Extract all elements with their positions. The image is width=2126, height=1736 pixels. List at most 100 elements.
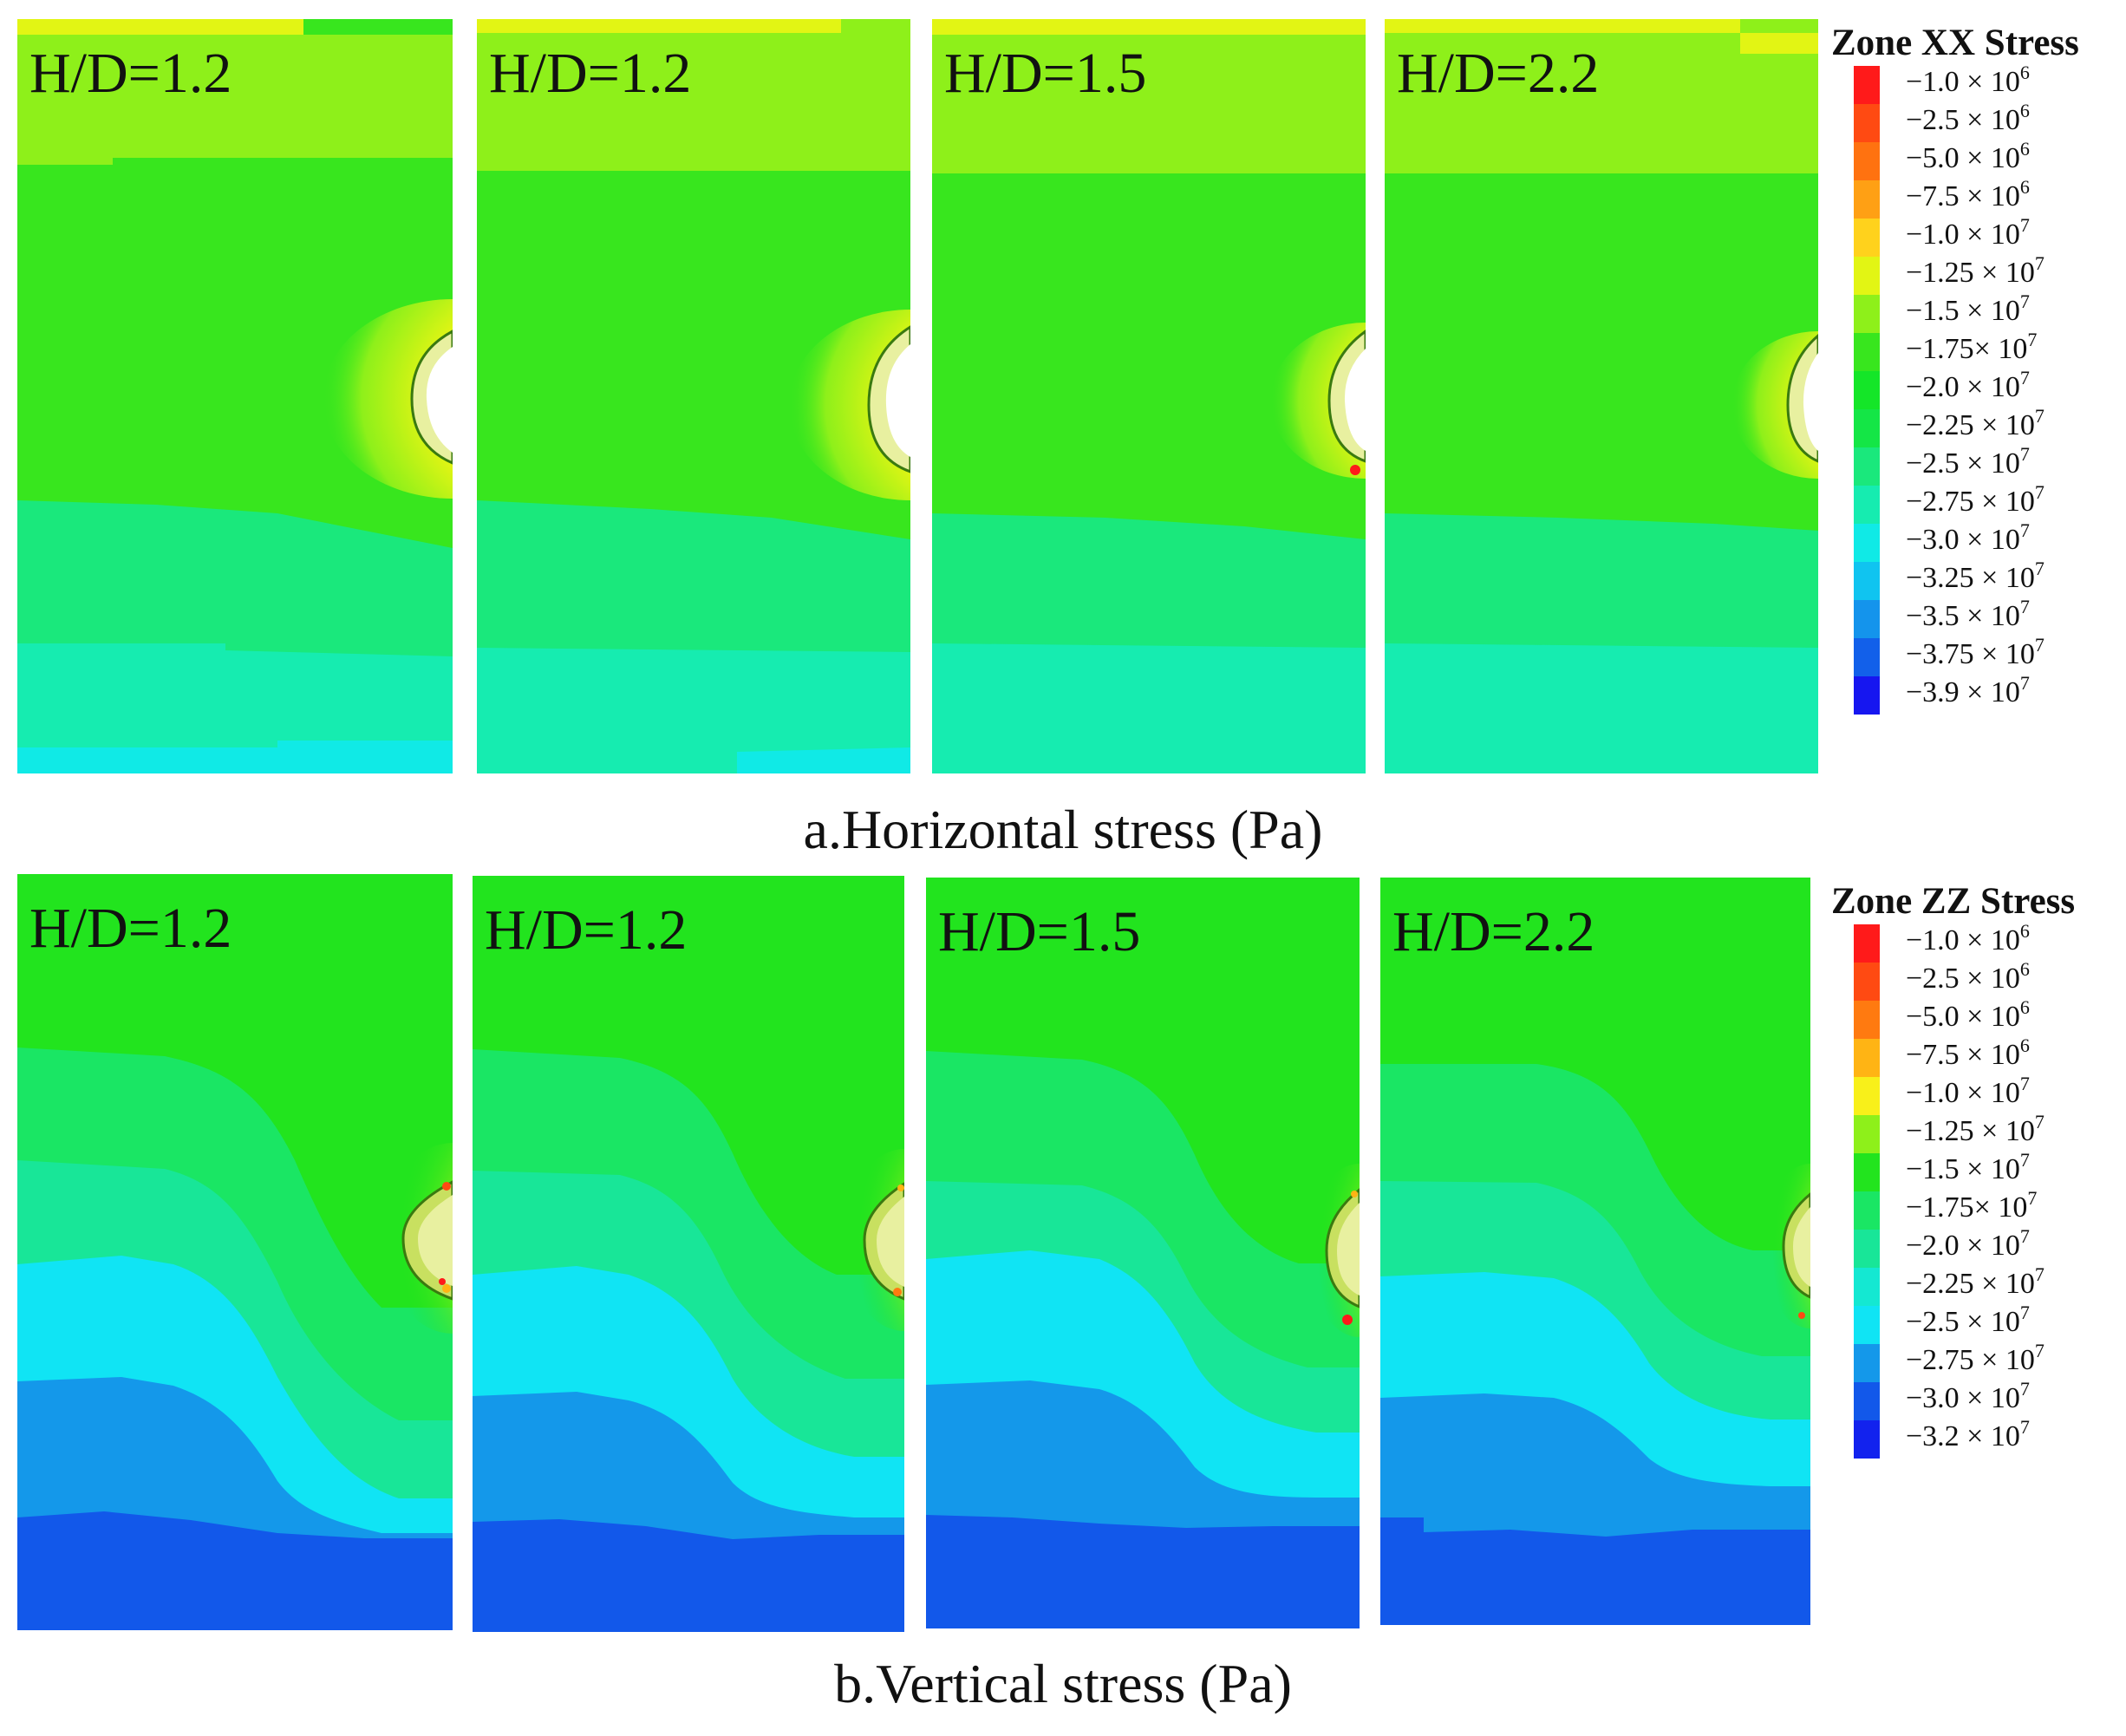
xx-legend-swatch — [1854, 180, 1880, 219]
xx-legend-label: −1.5 × 107 — [1906, 292, 2030, 327]
zz-legend-exponent: 7 — [2019, 1302, 2030, 1323]
xx-legend-label: −1.25 × 107 — [1906, 254, 2044, 289]
xx-stress-legend: Zone XX Stress −1.0 × 106 −2.5 × 106 −5.0 … — [1831, 24, 2126, 718]
xx-legend-label: −3.5 × 107 — [1906, 597, 2030, 632]
zz-legend-swatch — [1854, 1230, 1880, 1268]
zz-panel-3-label: H/D=1.5 — [938, 900, 1141, 963]
zz-legend-swatch — [1854, 924, 1880, 963]
xx-legend-swatch — [1854, 295, 1880, 333]
xx-stress-panel-3: H/D=1.5 — [932, 19, 1366, 773]
xx-legend-label: −5.0 × 106 — [1906, 140, 2030, 174]
xx-legend-exponent: 7 — [2034, 252, 2044, 274]
xx-legend-exponent: 6 — [2019, 100, 2030, 121]
xx-legend-label: −3.75 × 107 — [1906, 636, 2044, 669]
zz-legend-mantissa: −2.5 × 10 — [1906, 1306, 2020, 1338]
zz-legend-mantissa: −1.75× 10 — [1906, 1191, 2028, 1224]
zz-legend-exponent: 7 — [2019, 1378, 2030, 1400]
xx-legend-exponent: 6 — [2019, 176, 2030, 198]
xx-legend-mantissa: −7.5 × 10 — [1906, 180, 2020, 212]
zz-legend-label: −2.0 × 107 — [1906, 1227, 2030, 1261]
xx-legend-mantissa: −3.5 × 10 — [1906, 600, 2020, 632]
xx-legend-swatch — [1854, 409, 1880, 447]
xx-legend-mantissa: −2.0 × 10 — [1906, 371, 2020, 403]
xx-legend-swatch — [1854, 562, 1880, 600]
xx-legend-mantissa: −5.0 × 10 — [1906, 142, 2020, 174]
zz-legend-label: −5.0 × 106 — [1906, 998, 2030, 1033]
zz-stress-panel-1: H/D=1.2 — [17, 874, 453, 1630]
xx-legend-exponent: 7 — [2034, 558, 2044, 579]
zz-legend-swatch — [1854, 963, 1880, 1001]
xx-legend-mantissa: −2.75 × 10 — [1906, 486, 2035, 518]
xx-legend-mantissa: −1.0 × 10 — [1906, 66, 2020, 98]
zz-legend-label: −1.0 × 106 — [1906, 922, 2030, 956]
xx-legend-swatch — [1854, 333, 1880, 371]
xx-legend-label: −1.0 × 107 — [1906, 216, 2030, 251]
zz-panel-2-label: H/D=1.2 — [485, 898, 688, 962]
xx-legend-label: −3.0 × 107 — [1906, 521, 2030, 555]
xx-legend-exponent: 7 — [2034, 481, 2044, 503]
xx-legend-mantissa: −1.0 × 10 — [1906, 219, 2020, 251]
xx-stress-panel-4: H/D=2.2 — [1385, 19, 1818, 773]
xx-stress-panel-2: H/D=1.2 — [477, 19, 910, 773]
zz-legend-swatch — [1854, 1115, 1880, 1153]
xx-legend-label: −2.0 × 107 — [1906, 369, 2030, 403]
zz-stress-panel-2: H/D=1.2 — [473, 876, 904, 1632]
zz-legend-mantissa: −1.5 × 10 — [1906, 1153, 2020, 1185]
zz-stress-legend: Zone ZZ Stress −1.0 × 106 −2.5 × 106 −5.0 … — [1831, 883, 2126, 1472]
zz-legend-label: −2.25 × 107 — [1906, 1265, 2044, 1300]
zz-stress-contour-4 — [1380, 878, 1810, 1625]
xx-legend-label: −1.75× 107 — [1906, 330, 2037, 365]
xx-legend-label: −2.5 × 106 — [1906, 101, 2030, 135]
zz-legend-mantissa: −3.2 × 10 — [1906, 1420, 2020, 1452]
xx-legend-label: −2.25 × 107 — [1906, 407, 2044, 441]
zz-legend-mantissa: −2.5 × 10 — [1906, 963, 2020, 995]
zz-legend-exponent: 6 — [2019, 1034, 2030, 1056]
zz-legend-swatch — [1854, 1420, 1880, 1459]
zz-legend-exponent: 7 — [2019, 1416, 2030, 1438]
xx-legend-exponent: 7 — [2034, 634, 2044, 656]
xx-legend-swatch — [1854, 371, 1880, 409]
zz-legend-swatch — [1854, 1344, 1880, 1382]
xx-stress-panel-1: H/D=1.2 — [17, 19, 453, 773]
zz-legend-mantissa: −1.0 × 10 — [1906, 924, 2020, 956]
zz-legend-mantissa: −1.0 × 10 — [1906, 1077, 2020, 1109]
xx-legend-label: −2.5 × 107 — [1906, 445, 2030, 480]
zz-legend-mantissa: −5.0 × 10 — [1906, 1001, 2020, 1033]
xx-legend-mantissa: −3.9 × 10 — [1906, 676, 2020, 708]
xx-stress-contour-4 — [1385, 19, 1818, 773]
xx-legend-swatch — [1854, 219, 1880, 257]
zz-legend-label: −3.2 × 107 — [1906, 1418, 2030, 1452]
zz-legend-label: −1.0 × 107 — [1906, 1074, 2030, 1109]
xx-stress-contour-3 — [932, 19, 1366, 773]
xx-stress-contour-1 — [17, 19, 453, 773]
zz-legend-exponent: 7 — [2027, 1187, 2038, 1209]
xx-legend-exponent: 7 — [2019, 519, 2030, 541]
zz-legend-mantissa: −7.5 × 10 — [1906, 1039, 2020, 1071]
zz-legend-mantissa: −2.25 × 10 — [1906, 1268, 2035, 1300]
zz-legend-swatch — [1854, 1001, 1880, 1039]
xx-legend-exponent: 6 — [2019, 138, 2030, 160]
xx-legend-swatch — [1854, 524, 1880, 562]
xx-legend-swatch — [1854, 676, 1880, 715]
xx-stress-contour-2 — [477, 19, 910, 773]
zz-legend-exponent: 7 — [2034, 1111, 2044, 1132]
zz-panel-1-label: H/D=1.2 — [29, 897, 232, 960]
xx-legend-mantissa: −1.75× 10 — [1906, 333, 2028, 365]
xx-legend-exponent: 7 — [2019, 443, 2030, 465]
xx-legend-mantissa: −1.5 × 10 — [1906, 295, 2020, 327]
zz-stress-contour-1 — [17, 874, 453, 1630]
zz-legend-swatch — [1854, 1153, 1880, 1191]
zz-legend-swatch — [1854, 1268, 1880, 1306]
xx-legend-mantissa: −3.25 × 10 — [1906, 562, 2035, 594]
xx-legend-exponent: 6 — [2019, 62, 2030, 83]
zz-legend-exponent: 7 — [2034, 1263, 2044, 1285]
xx-legend-mantissa: −1.25 × 10 — [1906, 257, 2035, 289]
xx-legend-exponent: 7 — [2019, 672, 2030, 694]
xx-legend-exponent: 7 — [2019, 367, 2030, 388]
zz-legend-label: −2.5 × 107 — [1906, 1303, 2030, 1338]
xx-legend-mantissa: −2.5 × 10 — [1906, 447, 2020, 480]
zz-panel-4-label: H/D=2.2 — [1392, 900, 1595, 963]
zz-legend-mantissa: −3.0 × 10 — [1906, 1382, 2020, 1414]
xx-legend-exponent: 7 — [2034, 405, 2044, 427]
xx-legend-exponent: 7 — [2019, 214, 2030, 236]
